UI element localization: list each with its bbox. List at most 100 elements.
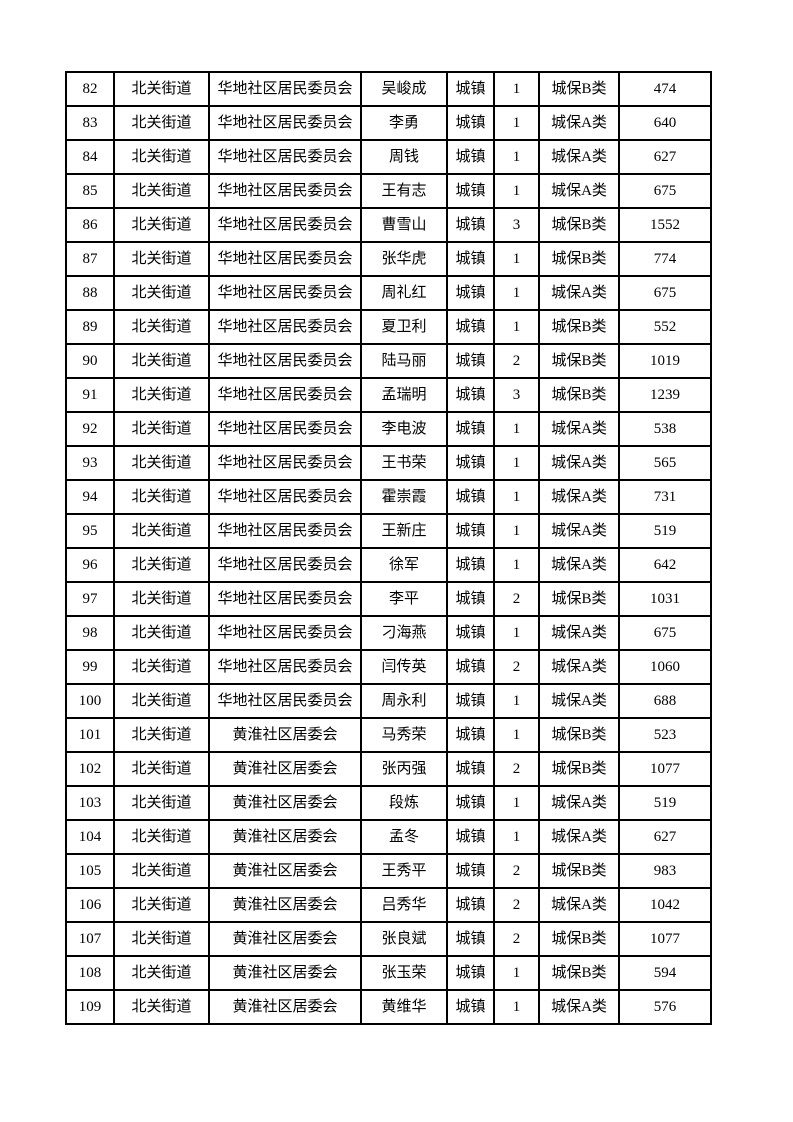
cell-insurance-category: 城保A类 (538, 479, 620, 515)
cell-community: 华地社区居民委员会 (208, 547, 362, 583)
cell-person-count: 1 (493, 411, 540, 447)
cell-person-count: 1 (493, 275, 540, 311)
cell-residence-type: 城镇 (446, 207, 495, 243)
table-row: 108 北关街道 黄淮社区居委会 张玉荣 城镇 1 城保B类 594 (65, 955, 712, 991)
cell-person-count: 3 (493, 207, 540, 243)
cell-insurance-category: 城保B类 (538, 581, 620, 617)
cell-person-count: 2 (493, 853, 540, 889)
table-row: 101 北关街道 黄淮社区居委会 马秀荣 城镇 1 城保B类 523 (65, 717, 712, 753)
cell-insurance-category: 城保A类 (538, 649, 620, 685)
cell-serial-no: 106 (65, 887, 115, 923)
cell-person-count: 2 (493, 649, 540, 685)
cell-serial-no: 104 (65, 819, 115, 855)
cell-name: 王书荣 (360, 445, 448, 481)
cell-community: 黄淮社区居委会 (208, 853, 362, 889)
cell-name: 王有志 (360, 173, 448, 209)
cell-name: 陆马丽 (360, 343, 448, 379)
cell-amount: 594 (618, 955, 712, 991)
cell-residence-type: 城镇 (446, 445, 495, 481)
cell-street: 北关街道 (113, 887, 210, 923)
table-row: 93 北关街道 华地社区居民委员会 王书荣 城镇 1 城保A类 565 (65, 445, 712, 481)
cell-residence-type: 城镇 (446, 547, 495, 583)
cell-person-count: 3 (493, 377, 540, 413)
cell-residence-type: 城镇 (446, 955, 495, 991)
cell-person-count: 1 (493, 479, 540, 515)
cell-person-count: 2 (493, 343, 540, 379)
cell-amount: 519 (618, 785, 712, 821)
cell-name: 马秀荣 (360, 717, 448, 753)
cell-serial-no: 101 (65, 717, 115, 753)
cell-serial-no: 105 (65, 853, 115, 889)
cell-person-count: 1 (493, 683, 540, 719)
cell-name: 吕秀华 (360, 887, 448, 923)
cell-community: 华地社区居民委员会 (208, 479, 362, 515)
cell-community: 华地社区居民委员会 (208, 343, 362, 379)
cell-name: 张丙强 (360, 751, 448, 787)
table-row: 106 北关街道 黄淮社区居委会 吕秀华 城镇 2 城保A类 1042 (65, 887, 712, 923)
table-row: 85 北关街道 华地社区居民委员会 王有志 城镇 1 城保A类 675 (65, 173, 712, 209)
cell-name: 王新庄 (360, 513, 448, 549)
cell-person-count: 1 (493, 241, 540, 277)
cell-serial-no: 100 (65, 683, 115, 719)
cell-name: 徐军 (360, 547, 448, 583)
cell-insurance-category: 城保B类 (538, 309, 620, 345)
cell-residence-type: 城镇 (446, 173, 495, 209)
cell-street: 北关街道 (113, 649, 210, 685)
cell-street: 北关街道 (113, 309, 210, 345)
cell-serial-no: 107 (65, 921, 115, 957)
cell-community: 黄淮社区居委会 (208, 989, 362, 1025)
cell-person-count: 1 (493, 513, 540, 549)
table-row: 82 北关街道 华地社区居民委员会 吴峻成 城镇 1 城保B类 474 (65, 71, 712, 107)
cell-serial-no: 96 (65, 547, 115, 583)
cell-community: 黄淮社区居委会 (208, 751, 362, 787)
cell-serial-no: 86 (65, 207, 115, 243)
cell-insurance-category: 城保B类 (538, 71, 620, 107)
cell-residence-type: 城镇 (446, 343, 495, 379)
cell-amount: 627 (618, 139, 712, 175)
cell-name: 闫传英 (360, 649, 448, 685)
table-row: 100 北关街道 华地社区居民委员会 周永利 城镇 1 城保A类 688 (65, 683, 712, 719)
cell-residence-type: 城镇 (446, 921, 495, 957)
cell-serial-no: 108 (65, 955, 115, 991)
cell-community: 华地社区居民委员会 (208, 173, 362, 209)
cell-insurance-category: 城保B类 (538, 717, 620, 753)
cell-person-count: 1 (493, 139, 540, 175)
cell-person-count: 2 (493, 581, 540, 617)
cell-name: 李平 (360, 581, 448, 617)
cell-residence-type: 城镇 (446, 649, 495, 685)
cell-name: 张华虎 (360, 241, 448, 277)
cell-residence-type: 城镇 (446, 513, 495, 549)
cell-amount: 675 (618, 173, 712, 209)
cell-residence-type: 城镇 (446, 989, 495, 1025)
cell-amount: 1552 (618, 207, 712, 243)
cell-person-count: 1 (493, 445, 540, 481)
cell-street: 北关街道 (113, 853, 210, 889)
cell-amount: 675 (618, 275, 712, 311)
cell-amount: 1060 (618, 649, 712, 685)
cell-street: 北关街道 (113, 377, 210, 413)
cell-insurance-category: 城保A类 (538, 785, 620, 821)
cell-amount: 565 (618, 445, 712, 481)
cell-serial-no: 95 (65, 513, 115, 549)
cell-name: 张玉荣 (360, 955, 448, 991)
cell-residence-type: 城镇 (446, 853, 495, 889)
cell-street: 北关街道 (113, 139, 210, 175)
cell-community: 华地社区居民委员会 (208, 445, 362, 481)
cell-community: 华地社区居民委员会 (208, 649, 362, 685)
cell-community: 华地社区居民委员会 (208, 683, 362, 719)
cell-street: 北关街道 (113, 241, 210, 277)
cell-community: 华地社区居民委员会 (208, 241, 362, 277)
table-row: 91 北关街道 华地社区居民委员会 孟瑞明 城镇 3 城保B类 1239 (65, 377, 712, 413)
cell-serial-no: 87 (65, 241, 115, 277)
cell-serial-no: 103 (65, 785, 115, 821)
cell-residence-type: 城镇 (446, 309, 495, 345)
cell-serial-no: 92 (65, 411, 115, 447)
cell-insurance-category: 城保A类 (538, 989, 620, 1025)
cell-residence-type: 城镇 (446, 139, 495, 175)
cell-street: 北关街道 (113, 819, 210, 855)
cell-residence-type: 城镇 (446, 71, 495, 107)
table-row: 86 北关街道 华地社区居民委员会 曹雪山 城镇 3 城保B类 1552 (65, 207, 712, 243)
cell-community: 黄淮社区居委会 (208, 887, 362, 923)
cell-serial-no: 98 (65, 615, 115, 651)
cell-serial-no: 84 (65, 139, 115, 175)
